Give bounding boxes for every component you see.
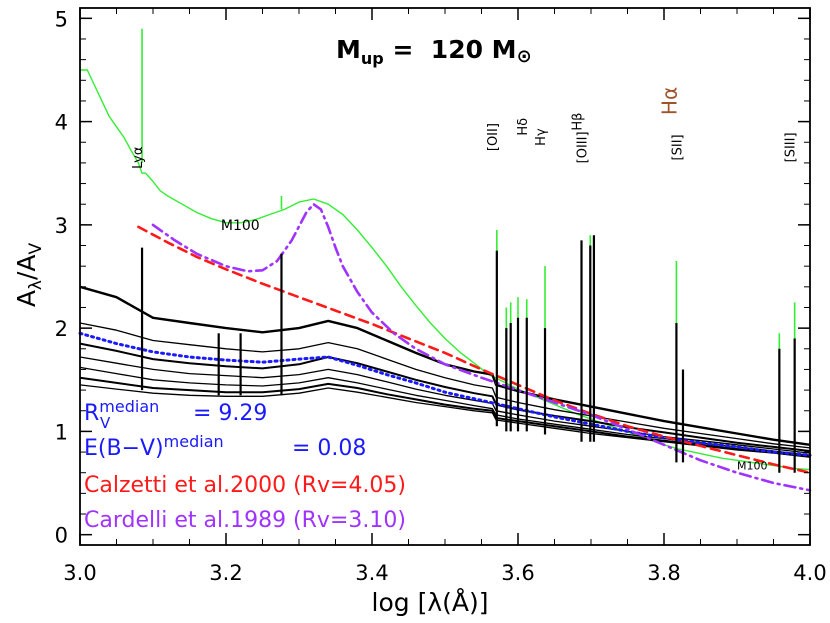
- x-tick-label: 3.2: [209, 561, 242, 585]
- chart-title: Mup = 120 M⊙: [336, 35, 532, 68]
- ebv-median-annotation: E(B−V)median = 0.08: [84, 432, 366, 461]
- y-label-a: A: [12, 290, 41, 307]
- ebv-symbol: E(B−V): [84, 436, 164, 461]
- rv-symbol: R: [84, 401, 99, 426]
- rv-median-annotation: Rmedian = 9.29 V: [84, 397, 274, 432]
- series-line-10: [151, 202, 812, 492]
- emission-line-label: Hβ: [571, 113, 586, 131]
- y-label-sub2: V: [26, 242, 46, 254]
- x-tick-label: 3.8: [647, 561, 680, 585]
- series-line-6: [79, 376, 811, 458]
- series-line-9: [137, 225, 812, 475]
- series-line-2: [79, 322, 811, 449]
- rv-value: = 9.29: [193, 401, 267, 426]
- cardelli-annotation: Cardelli et al.1989 (Rv=3.10): [84, 508, 406, 533]
- y-tick-label: 0: [55, 524, 68, 548]
- title-eq: = 120 M: [384, 35, 517, 64]
- axis-ticks: 3.0 3.2 3.4 3.6 3.8 4.0 0 1 2 3 4 5: [55, 7, 827, 585]
- emission-line-label: [SII]: [671, 134, 686, 160]
- emission-line-label: [OII]: [486, 123, 501, 151]
- series-line-7: [79, 384, 811, 458]
- x-tick-label: 3.4: [355, 561, 388, 585]
- curve-label: M100: [221, 218, 260, 234]
- y-tick-label: 3: [55, 214, 68, 238]
- y-tick-label: 4: [55, 111, 68, 135]
- curve-label: M100: [737, 459, 768, 472]
- series-line-1: [79, 285, 811, 446]
- title-m: M: [336, 35, 361, 64]
- y-tick-label: 1: [55, 420, 68, 444]
- y-axis-label: Aλ/AV: [12, 242, 46, 307]
- halpha-label: Hα: [657, 87, 681, 115]
- emission-line-spikes: [140, 28, 796, 473]
- chart-curves: [78, 69, 812, 492]
- title-sub: up: [361, 49, 384, 68]
- series-line-3: [79, 342, 811, 452]
- emission-line-label: Lyα: [131, 147, 146, 169]
- ebv-sup: median: [164, 432, 224, 451]
- x-tick-label: 3.0: [63, 561, 96, 585]
- calzetti-annotation: Calzetti et al.2000 (Rv=4.05): [84, 473, 406, 498]
- x-tick-label: 3.6: [501, 561, 534, 585]
- sun-symbol: ⊙: [517, 46, 532, 67]
- plot-frame: [79, 7, 811, 546]
- rv-sup: median: [99, 397, 159, 416]
- y-tick-label: 2: [55, 317, 68, 341]
- x-tick-label: 4.0: [793, 561, 826, 585]
- ebv-value: = 0.08: [292, 436, 366, 461]
- emission-line-label: Hγ: [534, 128, 549, 146]
- y-tick-label: 5: [55, 7, 68, 31]
- y-label-slash: /A: [12, 254, 41, 280]
- rv-sub: V: [100, 414, 111, 432]
- series-line-0: [80, 69, 811, 471]
- x-axis-label: log [λ(Å)]: [372, 588, 489, 617]
- emission-line-label: Hδ: [516, 118, 531, 136]
- y-label-sub1: λ: [26, 280, 46, 290]
- emission-line-label: [SIII]: [784, 132, 799, 162]
- emission-line-label: [OIII]: [576, 131, 591, 163]
